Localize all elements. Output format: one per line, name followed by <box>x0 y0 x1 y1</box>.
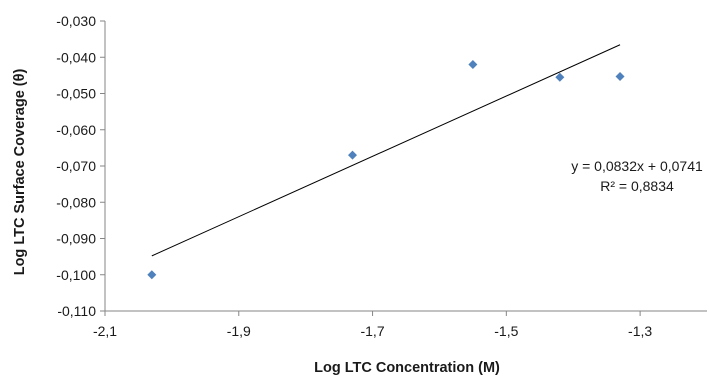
trendline <box>151 44 621 257</box>
trendline-r-squared: R² = 0,8834 <box>600 178 674 194</box>
x-tick-label: -2,1 <box>93 323 117 339</box>
data-point <box>555 72 565 82</box>
y-tick-label: -0,070 <box>56 158 96 174</box>
data-point <box>347 150 357 160</box>
x-tick-label: -1,9 <box>227 323 251 339</box>
x-tick-label: -1,7 <box>360 323 384 339</box>
y-tick-label: -0,030 <box>56 13 96 29</box>
y-tick-label: -0,040 <box>56 49 96 65</box>
x-tick-label: -1,3 <box>628 323 652 339</box>
data-point <box>468 60 478 69</box>
y-tick-label: -0,050 <box>56 86 96 102</box>
data-point <box>615 71 625 81</box>
data-point <box>147 270 157 280</box>
data-points <box>147 60 625 280</box>
y-tick-label: -0,060 <box>56 122 96 138</box>
trendline-group <box>151 44 621 257</box>
y-axis: -0,030 -0,040 -0,050 -0,060 -0,070 -0,080 -0,0… <box>56 13 106 319</box>
x-axis: -2,1 -1,9 -1,7 -1,5 -1,3 <box>93 310 707 339</box>
x-axis-title: Log LTC Concentration (M) <box>314 360 500 376</box>
y-axis-title: Log LTC Surface Coverage (θ) <box>12 69 28 276</box>
y-tick-label: -0,090 <box>56 231 96 247</box>
trendline-equation: y = 0,0832x + 0,0741 <box>571 158 703 174</box>
y-tick-label: -0,080 <box>56 194 96 210</box>
y-tick-label: -0,100 <box>56 267 96 283</box>
x-tick-label: -1,5 <box>494 323 518 339</box>
y-tick-label: -0,110 <box>57 303 96 319</box>
